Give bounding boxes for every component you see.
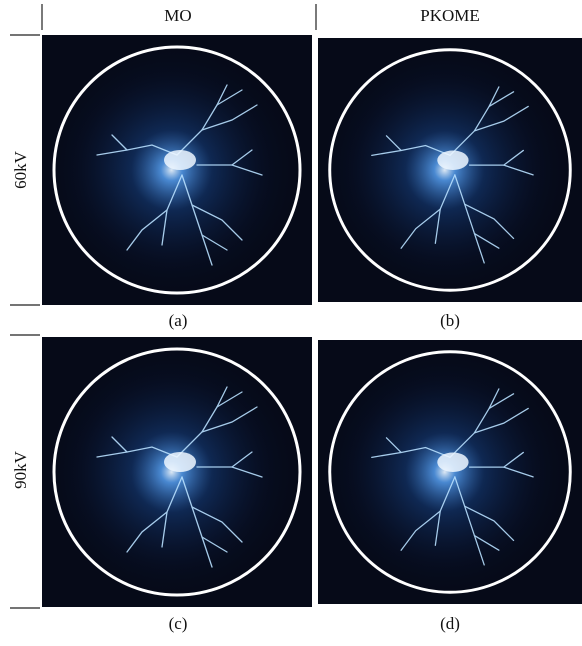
panel-caption: (a) xyxy=(169,311,188,330)
figure: MO PKOME 60kV 90kV (a) (b) (c) (d) xyxy=(0,0,582,641)
panel-caption: (b) xyxy=(440,311,460,330)
row-label: 90kV xyxy=(11,450,30,489)
discharge-image xyxy=(42,337,312,607)
panel-caption: (d) xyxy=(440,614,460,633)
discharge-image xyxy=(42,35,312,305)
discharge-image xyxy=(318,38,582,302)
row-label: 60kV xyxy=(11,150,30,189)
discharge-image xyxy=(318,340,582,604)
column-header: PKOME xyxy=(420,6,480,25)
panel-caption: (c) xyxy=(169,614,188,633)
page: MO PKOME 60kV 90kV (a) (b) (c) (d) (() =… xyxy=(0,0,582,641)
column-header: MO xyxy=(164,6,191,25)
